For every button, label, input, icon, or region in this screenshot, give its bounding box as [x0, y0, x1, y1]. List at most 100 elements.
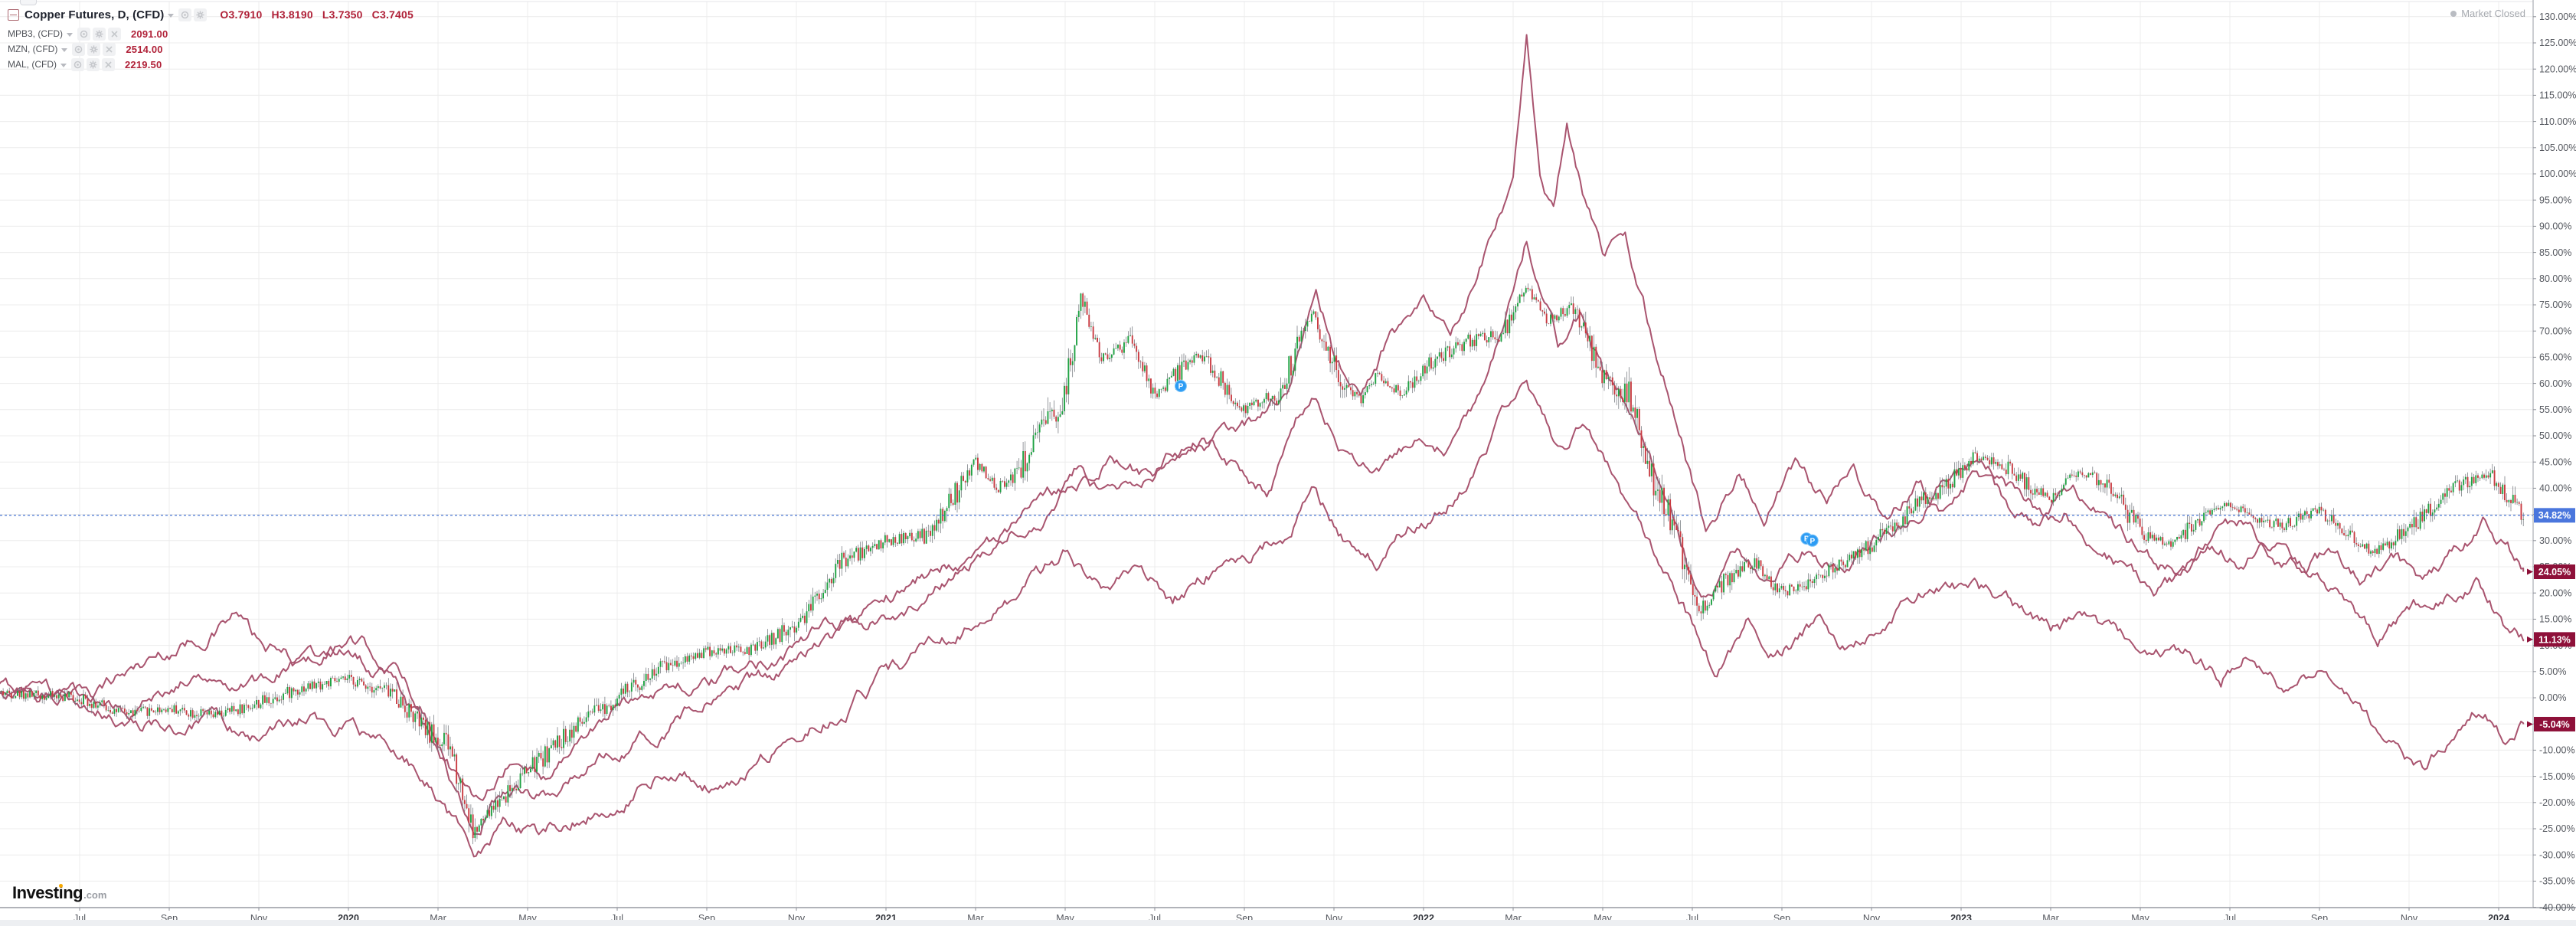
horizontal-scrollbar[interactable] — [0, 920, 2576, 926]
svg-text:P: P — [1809, 537, 1815, 545]
price-badge-11.13: 11.13% — [2534, 632, 2575, 647]
chevron-down-icon[interactable] — [168, 13, 175, 18]
remove-compare-button[interactable] — [103, 42, 116, 56]
visibility-toggle-button[interactable] — [77, 27, 90, 41]
visibility-toggle-button[interactable] — [71, 57, 84, 71]
low-value: L3.7350 — [322, 8, 363, 21]
settings-button[interactable] — [87, 57, 100, 71]
high-value: H3.8190 — [271, 8, 313, 21]
svg-text:125.00%: 125.00% — [2539, 38, 2576, 48]
visibility-toggle-button[interactable] — [72, 42, 86, 56]
line-end-pointer — [2527, 636, 2533, 643]
svg-text:30.00%: 30.00% — [2539, 535, 2571, 546]
grid-horizontal — [0, 16, 2533, 908]
svg-text:-10.00%: -10.00% — [2539, 745, 2575, 756]
close-icon — [106, 45, 113, 53]
price-badge-24.05: 24.05% — [2534, 564, 2575, 579]
svg-text:-25.00%: -25.00% — [2539, 823, 2575, 834]
close-value: C3.7405 — [371, 8, 414, 21]
compare-line-mzn[interactable] — [0, 34, 2525, 801]
svg-text:P: P — [1178, 383, 1184, 391]
grid-vertical — [79, 2, 2499, 908]
close-icon — [111, 30, 118, 38]
svg-text:-15.00%: -15.00% — [2539, 771, 2575, 782]
close-icon — [105, 61, 112, 68]
svg-text:120.00%: 120.00% — [2539, 64, 2576, 74]
svg-text:5.00%: 5.00% — [2539, 666, 2566, 677]
eye-icon — [181, 11, 189, 18]
compare-last-value: 2219.50 — [125, 58, 162, 70]
market-status-dot-icon — [2450, 10, 2457, 17]
legend-collapse-icon[interactable] — [8, 8, 19, 21]
svg-text:20.00%: 20.00% — [2539, 587, 2571, 598]
chevron-down-icon[interactable] — [61, 47, 68, 52]
visibility-toggle-button[interactable] — [178, 8, 192, 21]
gear-icon — [95, 29, 103, 38]
svg-text:11.13%: 11.13% — [2538, 634, 2571, 645]
publication-marker[interactable]: P — [1174, 380, 1187, 393]
remove-compare-button[interactable] — [102, 57, 115, 71]
svg-text:-35.00%: -35.00% — [2539, 876, 2575, 887]
gear-icon — [196, 10, 205, 19]
svg-text:-40.00%: -40.00% — [2539, 902, 2575, 913]
compare-last-value: 2091.00 — [131, 28, 168, 40]
investing-logo: Investing .com — [12, 883, 106, 903]
publication-marker[interactable]: P — [1806, 534, 1819, 547]
svg-text:15.00%: 15.00% — [2539, 614, 2571, 625]
candles-up — [0, 287, 2525, 838]
price-axis[interactable]: 130.00% 125.00% 120.00% 115.00% 110.00% 105.0… — [2533, 11, 2576, 913]
eye-icon — [75, 45, 83, 53]
brand-text: Investing — [12, 883, 83, 902]
chart-legend: Copper Futures, D, (CFD) O3.7910 H3.8190… — [8, 5, 414, 72]
svg-text:130.00%: 130.00% — [2539, 11, 2576, 22]
svg-text:75.00%: 75.00% — [2539, 299, 2571, 310]
market-status-label: Market Closed — [2461, 8, 2525, 19]
svg-text:0.00%: 0.00% — [2539, 692, 2566, 703]
symbol-title[interactable]: Copper Futures, D, (CFD) — [25, 8, 165, 21]
svg-text:70.00%: 70.00% — [2539, 326, 2571, 336]
svg-text:24.05%: 24.05% — [2538, 567, 2571, 578]
compare-symbol-label[interactable]: MAL, (CFD) — [8, 59, 57, 70]
chevron-down-icon[interactable] — [60, 63, 67, 67]
compare-line-mal[interactable] — [0, 379, 2525, 858]
line-end-pointer — [2527, 568, 2533, 575]
svg-text:40.00%: 40.00% — [2539, 483, 2571, 494]
compare-row: MPB3, (CFD) 2091.00 — [8, 26, 414, 41]
price-badge-34.82: 34.82% — [2534, 508, 2575, 523]
svg-text:105.00%: 105.00% — [2539, 142, 2576, 153]
settings-button[interactable] — [93, 27, 106, 41]
eye-icon — [80, 30, 88, 38]
line-end-pointer — [2527, 721, 2533, 728]
brand-orange-dot — [59, 884, 64, 888]
gear-icon — [90, 44, 98, 54]
svg-text:85.00%: 85.00% — [2539, 247, 2571, 258]
candle-wicks — [1, 283, 2524, 845]
gear-icon — [89, 60, 97, 69]
svg-text:95.00%: 95.00% — [2539, 195, 2571, 205]
candles-down — [2, 287, 2522, 839]
toolbar-collapse-nub[interactable] — [20, 0, 37, 5]
svg-text:-20.00%: -20.00% — [2539, 797, 2575, 808]
plot-area[interactable] — [0, 34, 2533, 858]
svg-text:65.00%: 65.00% — [2539, 352, 2571, 363]
open-value: O3.7910 — [220, 8, 263, 21]
remove-compare-button[interactable] — [108, 27, 121, 41]
price-badge--5.04: -5.04% — [2534, 716, 2575, 731]
compare-last-value: 2514.00 — [126, 43, 163, 55]
chevron-down-icon[interactable] — [67, 32, 73, 37]
svg-text:80.00%: 80.00% — [2539, 273, 2571, 284]
main-symbol-row: Copper Futures, D, (CFD) O3.7910 H3.8190… — [8, 5, 414, 25]
svg-text:55.00%: 55.00% — [2539, 404, 2571, 415]
settings-button[interactable] — [194, 8, 208, 21]
compare-row: MAL, (CFD) 2219.50 — [8, 57, 414, 72]
compare-row: MZN, (CFD) 2514.00 — [8, 41, 414, 57]
svg-text:90.00%: 90.00% — [2539, 221, 2571, 232]
compare-symbol-label[interactable]: MZN, (CFD) — [8, 44, 58, 54]
svg-text:60.00%: 60.00% — [2539, 378, 2571, 389]
svg-text:50.00%: 50.00% — [2539, 430, 2571, 441]
settings-button[interactable] — [87, 42, 101, 56]
market-status: Market Closed — [2450, 8, 2525, 19]
compare-symbol-label[interactable]: MPB3, (CFD) — [8, 28, 63, 39]
